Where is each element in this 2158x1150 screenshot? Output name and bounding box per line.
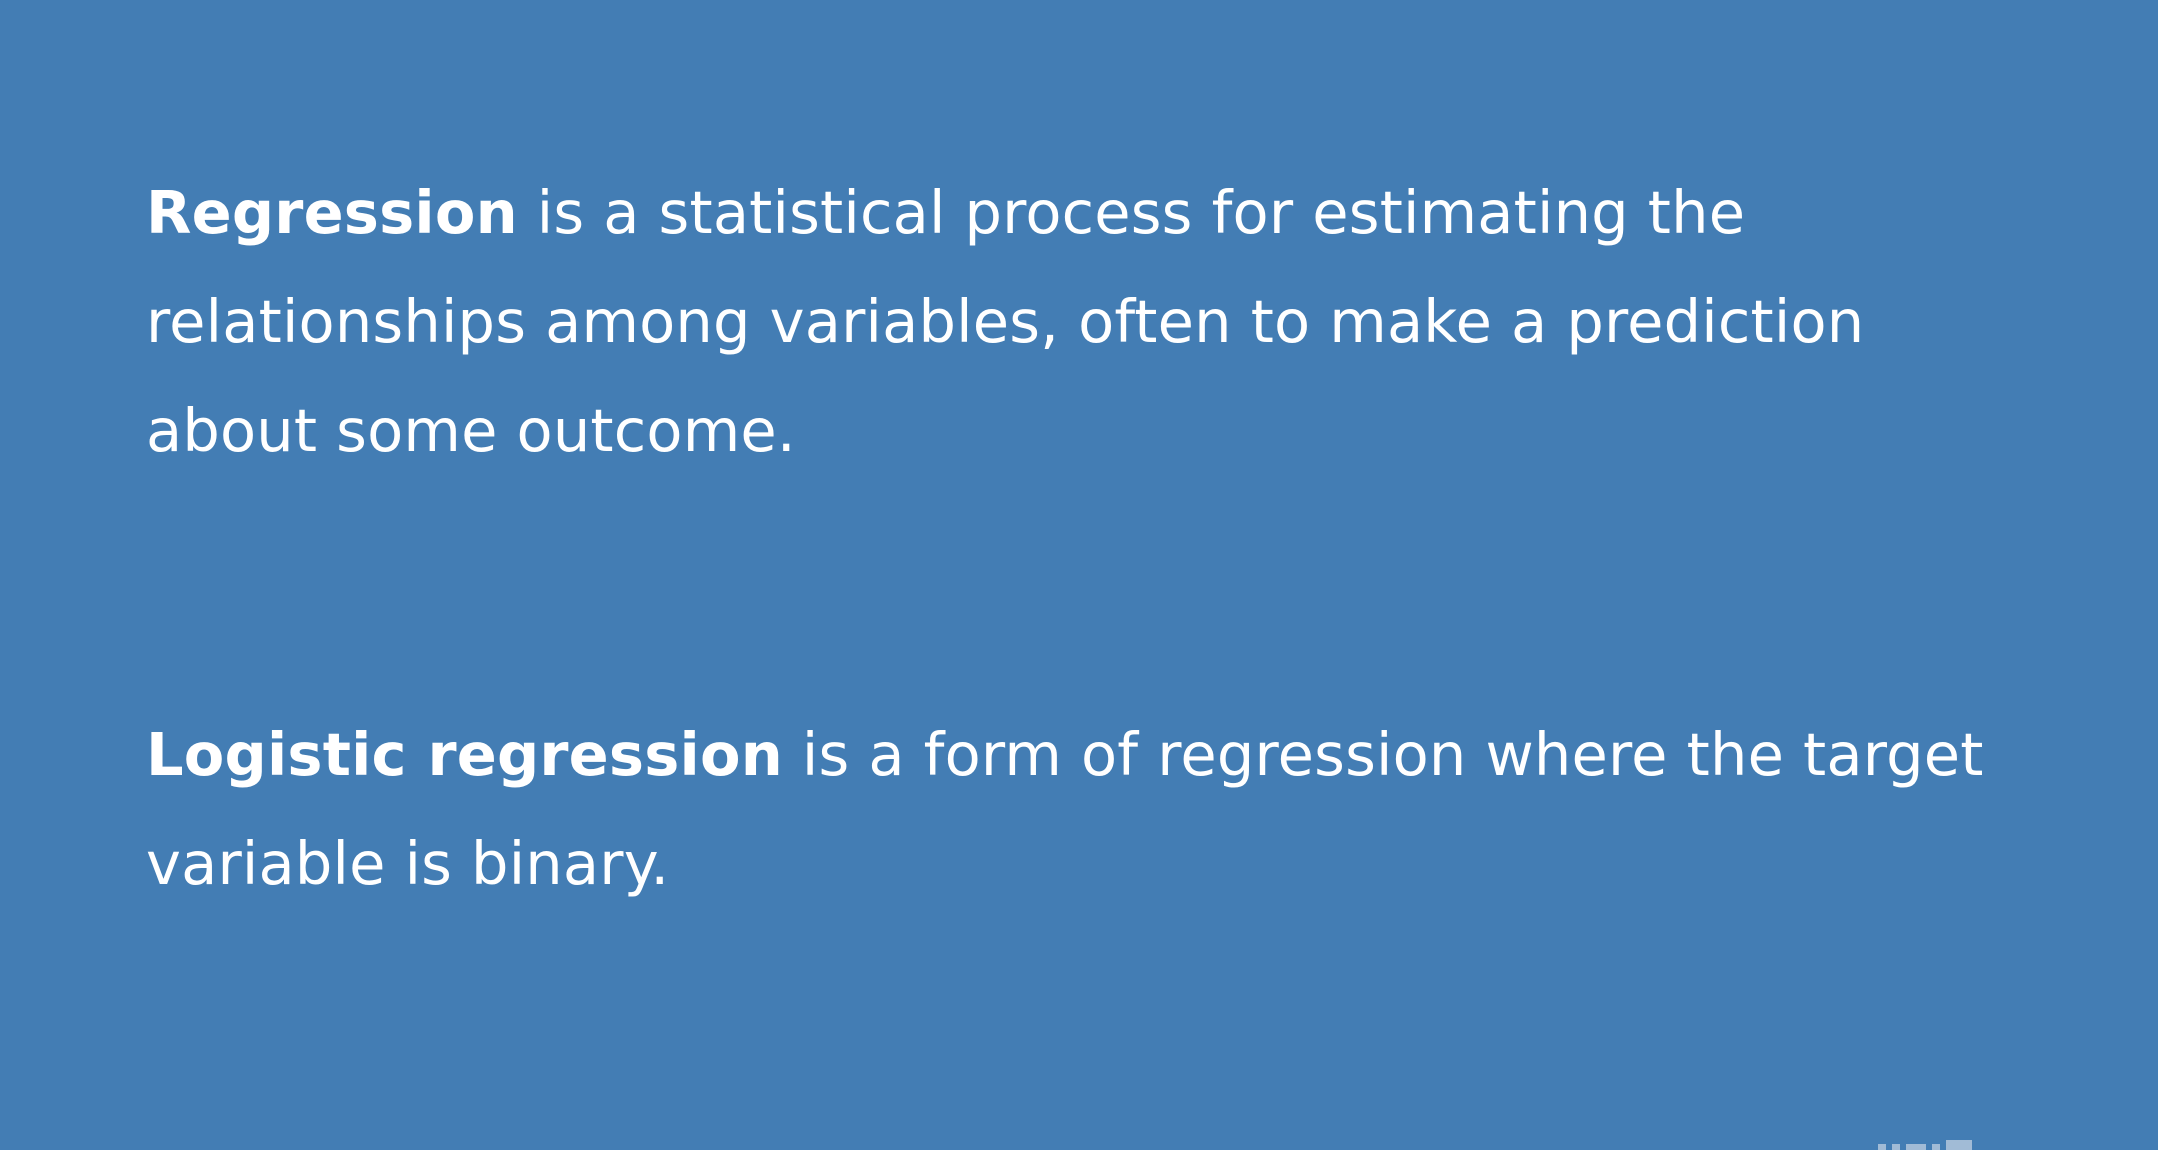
- watermark-logo-icon: [1878, 1140, 2028, 1150]
- regression-definition-text: is a statistical process for estimating …: [146, 178, 1865, 465]
- logistic-regression-definition: Logistic regression is a form of regress…: [146, 700, 2006, 918]
- regression-definition: Regression is a statistical process for …: [146, 158, 2006, 485]
- regression-term: Regression: [146, 178, 518, 247]
- logistic-regression-definition-text: is a form of regression where the target…: [146, 720, 1984, 898]
- logistic-regression-term: Logistic regression: [146, 720, 783, 789]
